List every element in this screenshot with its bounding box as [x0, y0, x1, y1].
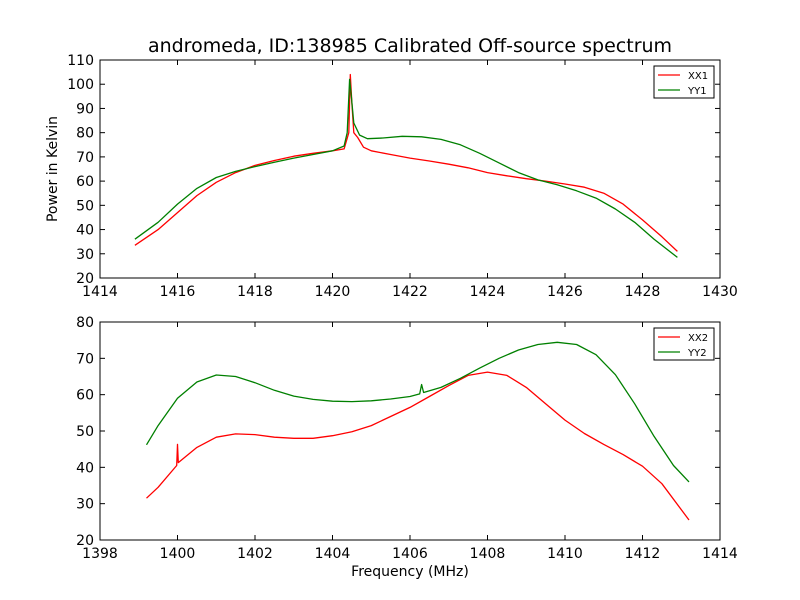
x-tick-label: 1402: [237, 546, 273, 562]
y-tick-label: 50: [76, 198, 94, 214]
x-tick-label: 1428: [625, 284, 661, 300]
legend-box: [653, 65, 715, 99]
plot-frame: [99, 59, 721, 279]
legend-label-xx2: XX2: [688, 333, 708, 344]
x-tick-label: 1414: [82, 284, 118, 300]
series-line-yy1: [134, 78, 678, 258]
y-tick-label: 110: [67, 53, 94, 69]
x-tick-label: 1406: [392, 546, 428, 562]
legend-box: [653, 327, 715, 361]
x-tick-label: 1412: [625, 546, 661, 562]
plot-frame: [99, 321, 721, 541]
y-tick-label: 20: [76, 271, 94, 287]
legend-label-xx1: XX1: [688, 71, 708, 82]
series-line-yy2: [145, 341, 690, 483]
y-tick-label: 90: [76, 101, 94, 117]
y-axis-label: Power in Kelvin: [45, 116, 61, 222]
x-axis-label: Frequency (MHz): [351, 564, 469, 580]
x-tick-label: 1400: [160, 546, 196, 562]
x-tick-label: 1404: [315, 546, 351, 562]
y-tick-label: 30: [76, 247, 94, 263]
series-line-xx1: [134, 73, 678, 252]
subplot-2: 1398 1400 1402 1404 1406 1408 1410 1412 1414 20 30…: [76, 315, 738, 580]
y-tick-label: 20: [76, 533, 94, 549]
x-tick-label: 1414: [702, 546, 738, 562]
subplot-1: 1414 1416 1418 1420 1422 1424 1426 1428 1430 20 30…: [45, 35, 738, 300]
y-tick-label: 100: [67, 77, 94, 93]
chart-title: andromeda, ID:138985 Calibrated Off-sour…: [148, 35, 672, 57]
x-tick-label: 1424: [470, 284, 506, 300]
y-tick-label: 60: [76, 174, 94, 190]
x-tick-label: 1426: [547, 284, 583, 300]
x-tick-label: 1430: [702, 284, 738, 300]
x-tick-label: 1408: [470, 546, 506, 562]
series-line-xx2: [146, 371, 690, 521]
y-tick-label: 70: [76, 150, 94, 166]
y-tick-label: 40: [76, 460, 94, 476]
y-tick-label: 80: [76, 315, 94, 331]
y-tick-label: 50: [76, 424, 94, 440]
x-tick-label: 1398: [82, 546, 118, 562]
y-tick-label: 30: [76, 497, 94, 513]
y-tick-label: 70: [76, 351, 94, 367]
x-tick-label: 1420: [315, 284, 351, 300]
x-tick-label: 1422: [392, 284, 428, 300]
y-tick-label: 40: [76, 223, 94, 239]
x-tick-label: 1418: [237, 284, 273, 300]
x-tick-label: 1416: [160, 284, 196, 300]
y-tick-label: 80: [76, 126, 94, 142]
legend-label-yy2: YY2: [687, 348, 707, 359]
y-tick-label: 60: [76, 388, 94, 404]
legend-label-yy1: YY1: [687, 86, 707, 97]
x-tick-label: 1410: [547, 546, 583, 562]
